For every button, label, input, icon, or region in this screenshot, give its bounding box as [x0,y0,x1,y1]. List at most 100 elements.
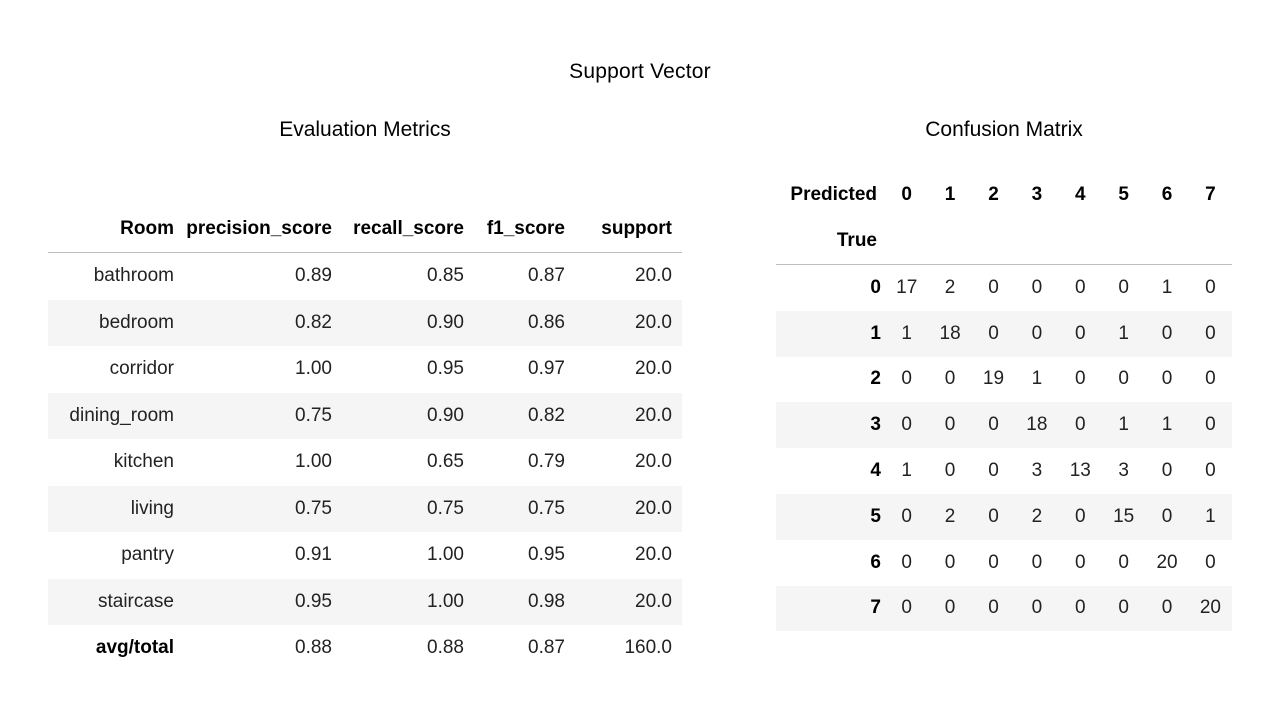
matrix-cell: 0 [1118,368,1129,390]
matrix-cell: 0 [901,551,912,573]
support-cell: 20.0 [635,265,672,287]
true-class-label: 2 [870,368,881,390]
matrix-cell: 0 [1145,585,1189,632]
matrix-cell: 0 [885,402,929,449]
matrix-cell: 0 [1015,310,1059,357]
matrix-cell: 1 [1161,276,1173,298]
table-row: staircase 0.95 1.00 0.98 20.0 [48,578,682,625]
matrix-cell: 0 [1145,493,1189,540]
matrix-cell: 0 [1058,493,1102,540]
matrix-cell: 0 [1161,460,1173,482]
precision-cell: 1.00 [295,358,332,380]
precision-cell: 0.91 [295,544,332,566]
recall-cell: 0.95 [427,358,464,380]
matrix-cell: 0 [1118,551,1129,573]
room-name: pantry [121,544,174,566]
recall-cell: 0.85 [427,265,464,287]
recall-cell: 0.65 [427,451,464,473]
f1-cell: 0.87 [474,625,575,672]
precision-cell: 0.88 [184,625,342,672]
matrix-cell: 0 [1058,310,1102,357]
matrix-cell: 0 [885,493,929,540]
matrix-cell: 1 [1101,310,1146,357]
matrix-cell: 15 [1101,493,1146,540]
matrix-cell: 0 [971,310,1016,357]
support-cell: 20.0 [635,358,672,380]
predicted-class-header: 7 [1205,184,1216,205]
matrix-cell: 0 [1205,460,1216,482]
matrix-cell: 1 [1188,493,1233,540]
room-name: corridor [109,358,174,380]
true-label: True [776,218,885,265]
confusion-matrix-title: Confusion Matrix [925,118,1083,141]
matrix-cell: 1 [1101,402,1146,449]
support-cell: 20.0 [635,544,672,566]
matrix-cell: 0 [1031,276,1043,298]
predicted-header-row: Predicted 0 1 2 3 4 5 6 7 [776,172,1232,218]
true-class-label: 7 [776,585,885,632]
f1-cell: 0.95 [528,544,565,566]
table-row: 6 0 0 0 0 0 0 20 0 [776,540,1232,586]
precision-cell: 0.75 [184,485,342,532]
matrix-cell: 0 [1058,402,1102,449]
true-class-label: 6 [870,551,881,573]
matrix-cell: 0 [1205,551,1216,573]
recall-cell: 0.90 [342,392,474,439]
matrix-cell: 0 [1074,276,1086,298]
matrix-cell: 0 [944,368,956,390]
table-row: 2 0 0 19 1 0 0 0 0 [776,357,1232,403]
metrics-header-row: Room precision_score recall_score f1_sco… [48,206,682,253]
predicted-class-header: 1 [944,184,956,205]
confusion-matrix-body: 0 17 2 0 0 0 0 1 0 1 1 18 0 0 0 1 0 0 2 0 0 19 1 0 0 0 0 3 0 0 0 18 0 1 1 0… [776,265,1233,632]
table-row: bathroom 0.89 0.85 0.87 20.0 [48,253,682,300]
matrix-cell: 0 [988,460,999,482]
room-name: bedroom [48,299,184,346]
true-class-label: 3 [776,402,885,449]
recall-cell: 0.88 [342,625,474,672]
matrix-cell: 0 [1031,551,1043,573]
room-name: living [48,485,184,532]
matrix-cell: 3 [1118,460,1129,482]
matrix-cell: 0 [928,585,972,632]
table-row: 7 0 0 0 0 0 0 0 20 [776,585,1233,632]
matrix-cell: 17 [896,276,918,298]
recall-cell: 1.00 [427,544,464,566]
matrix-cell: 2 [928,493,972,540]
matrix-cell: 0 [1118,276,1129,298]
table-row: 5 0 2 0 2 0 15 0 1 [776,493,1233,540]
matrix-cell: 0 [901,368,912,390]
matrix-cell: 0 [944,551,956,573]
matrix-cell: 13 [1069,460,1091,482]
metrics-table: Room precision_score recall_score f1_sco… [48,206,682,672]
table-row: kitchen 1.00 0.65 0.79 20.0 [48,439,682,486]
predicted-class-header: 3 [1031,184,1043,205]
predicted-class-header: 0 [901,184,912,205]
matrix-cell: 1 [901,460,912,482]
total-row: avg/total 0.88 0.88 0.87 160.0 [48,625,682,672]
matrix-cell: 0 [1145,310,1189,357]
matrix-cell: 0 [885,585,929,632]
column-header-precision: precision_score [184,206,342,253]
precision-cell: 0.75 [184,392,342,439]
f1-cell: 0.98 [474,578,575,625]
support-cell: 20.0 [575,392,682,439]
metrics-title: Evaluation Metrics [279,118,451,141]
matrix-cell: 0 [1161,368,1173,390]
table-row: living 0.75 0.75 0.75 20.0 [48,485,682,532]
column-header-support: support [575,206,682,253]
matrix-cell: 0 [1205,368,1216,390]
matrix-cell: 0 [1015,585,1059,632]
matrix-cell: 1 [1145,402,1189,449]
room-name: staircase [48,578,184,625]
recall-cell: 0.75 [342,485,474,532]
matrix-cell: 20 [1156,551,1178,573]
recall-cell: 1.00 [342,578,474,625]
true-class-label: 4 [870,460,881,482]
matrix-cell: 1 [1031,368,1043,390]
precision-cell: 0.82 [184,299,342,346]
table-row: 3 0 0 0 18 0 1 1 0 [776,402,1233,449]
matrix-cell: 0 [988,551,999,573]
table-row: pantry 0.91 1.00 0.95 20.0 [48,532,682,579]
f1-cell: 0.87 [528,265,565,287]
predicted-class-header: 6 [1161,184,1173,205]
